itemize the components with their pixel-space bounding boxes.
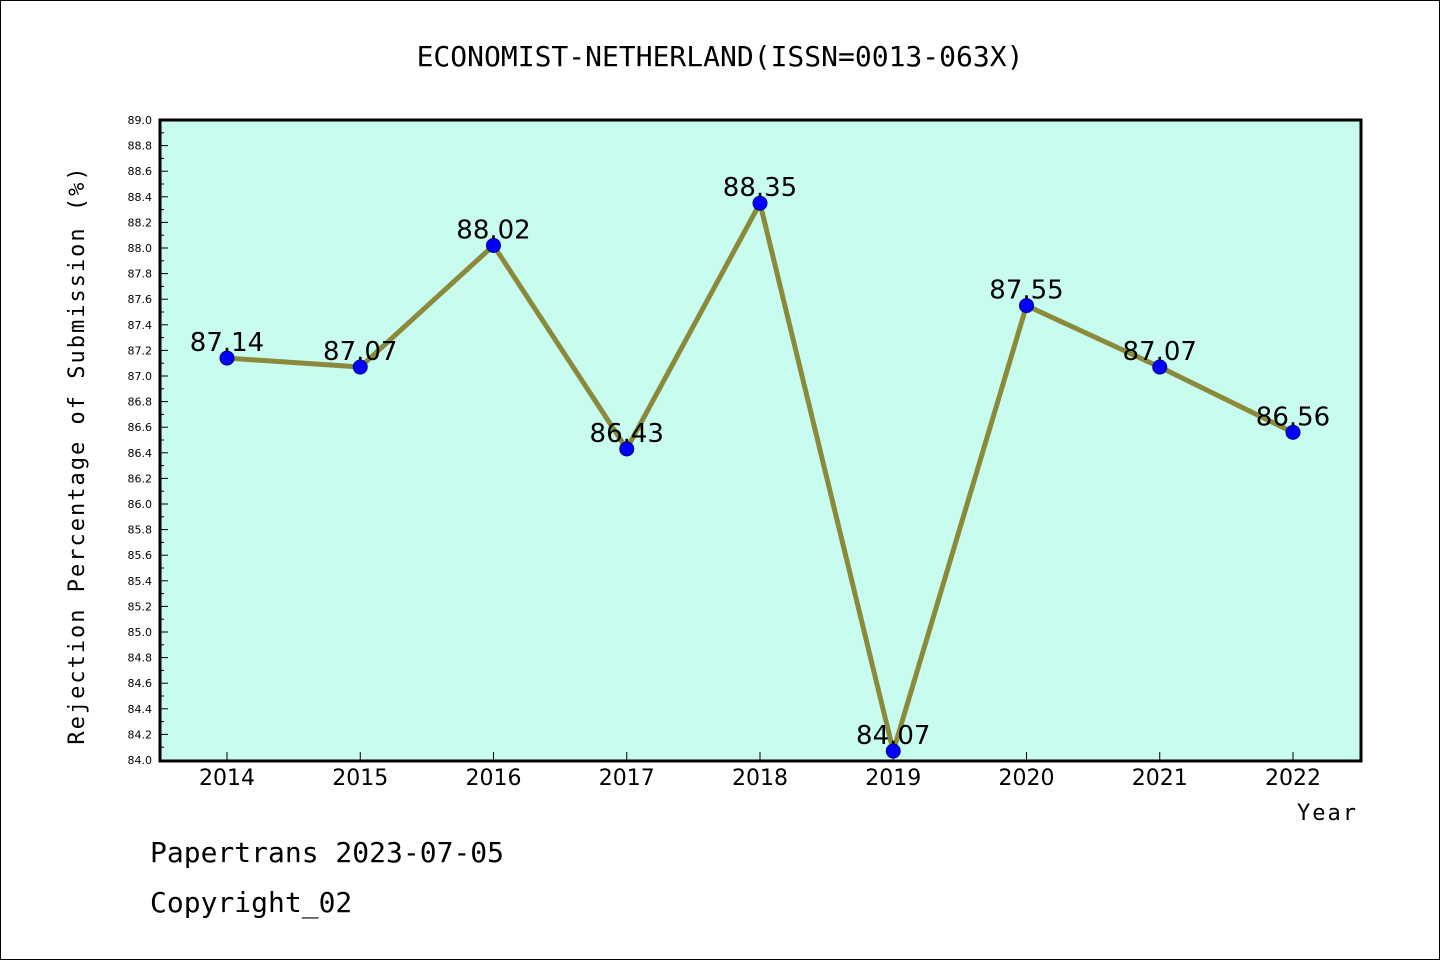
y-tick-label: 85.0 [128, 626, 153, 639]
data-label: 87.55 [989, 276, 1063, 306]
data-label: 88.35 [723, 173, 797, 203]
y-tick-label: 87.6 [128, 293, 153, 306]
y-tick-label: 84.0 [128, 754, 153, 767]
data-point [619, 441, 635, 457]
data-label: 86.56 [1256, 402, 1330, 432]
y-tick-label: 86.8 [128, 396, 153, 409]
data-point [885, 743, 901, 759]
y-tick-label: 89.0 [128, 114, 153, 127]
plot-area [158, 118, 1363, 763]
data-label: 86.43 [590, 419, 664, 449]
y-tick-label: 88.8 [128, 140, 153, 153]
y-tick-label: 86.0 [128, 498, 153, 511]
y-tick-label: 88.2 [128, 216, 153, 229]
x-tick-label: 2017 [599, 766, 655, 791]
data-point [352, 359, 368, 375]
x-tick-label: 2018 [732, 766, 788, 791]
x-tick-label: 2022 [1265, 766, 1321, 791]
y-tick-label: 88.4 [128, 191, 153, 204]
data-labels: 87.14 87.07 88.02 86.43 88.35 84.07 87.55 87.07… [190, 173, 1330, 751]
y-tick-label: 85.6 [128, 549, 153, 562]
x-tick-label: 2015 [332, 766, 388, 791]
data-label: 88.02 [456, 215, 530, 245]
y-axis-label: Rejection Percentage of Submission (%) [65, 165, 90, 744]
y-tick-label: 84.4 [128, 703, 153, 716]
x-tick-label: 2019 [865, 766, 921, 791]
y-tick-label: 86.4 [128, 447, 153, 460]
x-axis-label: Year [1297, 801, 1358, 826]
data-label: 87.07 [323, 337, 397, 367]
y-tick-label: 84.2 [128, 728, 153, 741]
y-tick-label: 87.0 [128, 370, 153, 383]
y-tick-label: 88.6 [128, 165, 153, 178]
y-tick-label: 86.6 [128, 421, 153, 434]
data-point [1152, 359, 1168, 375]
y-tick-label: 84.8 [128, 652, 153, 665]
data-point [1019, 298, 1034, 314]
y-tick-label: 86.2 [128, 472, 153, 485]
y-tick-label: 85.2 [128, 600, 153, 613]
data-label: 84.07 [856, 721, 930, 751]
y-tick-label: 87.8 [128, 268, 153, 281]
x-axis-ticks: 2014 2015 2016 2017 2018 2019 2020 2021 2022 [199, 752, 1321, 791]
data-label: 87.14 [190, 328, 264, 358]
footer-date: Papertrans 2023-07-05 [150, 836, 505, 869]
chart-title: ECONOMIST-NETHERLAND(ISSN=0013-063X) [417, 40, 1024, 73]
data-point [486, 237, 501, 253]
data-markers [219, 195, 1301, 759]
x-tick-label: 2021 [1132, 766, 1188, 791]
data-point [219, 350, 235, 366]
data-label: 87.07 [1123, 337, 1197, 367]
data-point [1285, 424, 1301, 440]
y-tick-label: 88.0 [128, 242, 153, 255]
footer-copyright: Copyright_02 [150, 886, 353, 919]
data-point [752, 195, 768, 211]
y-tick-label: 85.8 [128, 524, 153, 537]
y-axis-ticks: 84.0 84.2 84.4 84.6 84.8 85.0 85.2 85.4 85.6 85.8… [128, 114, 168, 767]
y-tick-label: 87.2 [128, 344, 153, 357]
y-tick-label: 87.4 [128, 319, 153, 332]
x-tick-label: 2014 [199, 766, 255, 791]
x-tick-label: 2020 [999, 766, 1055, 791]
x-tick-label: 2016 [466, 766, 522, 791]
y-tick-label: 84.6 [128, 677, 153, 690]
y-tick-label: 85.4 [128, 575, 153, 588]
